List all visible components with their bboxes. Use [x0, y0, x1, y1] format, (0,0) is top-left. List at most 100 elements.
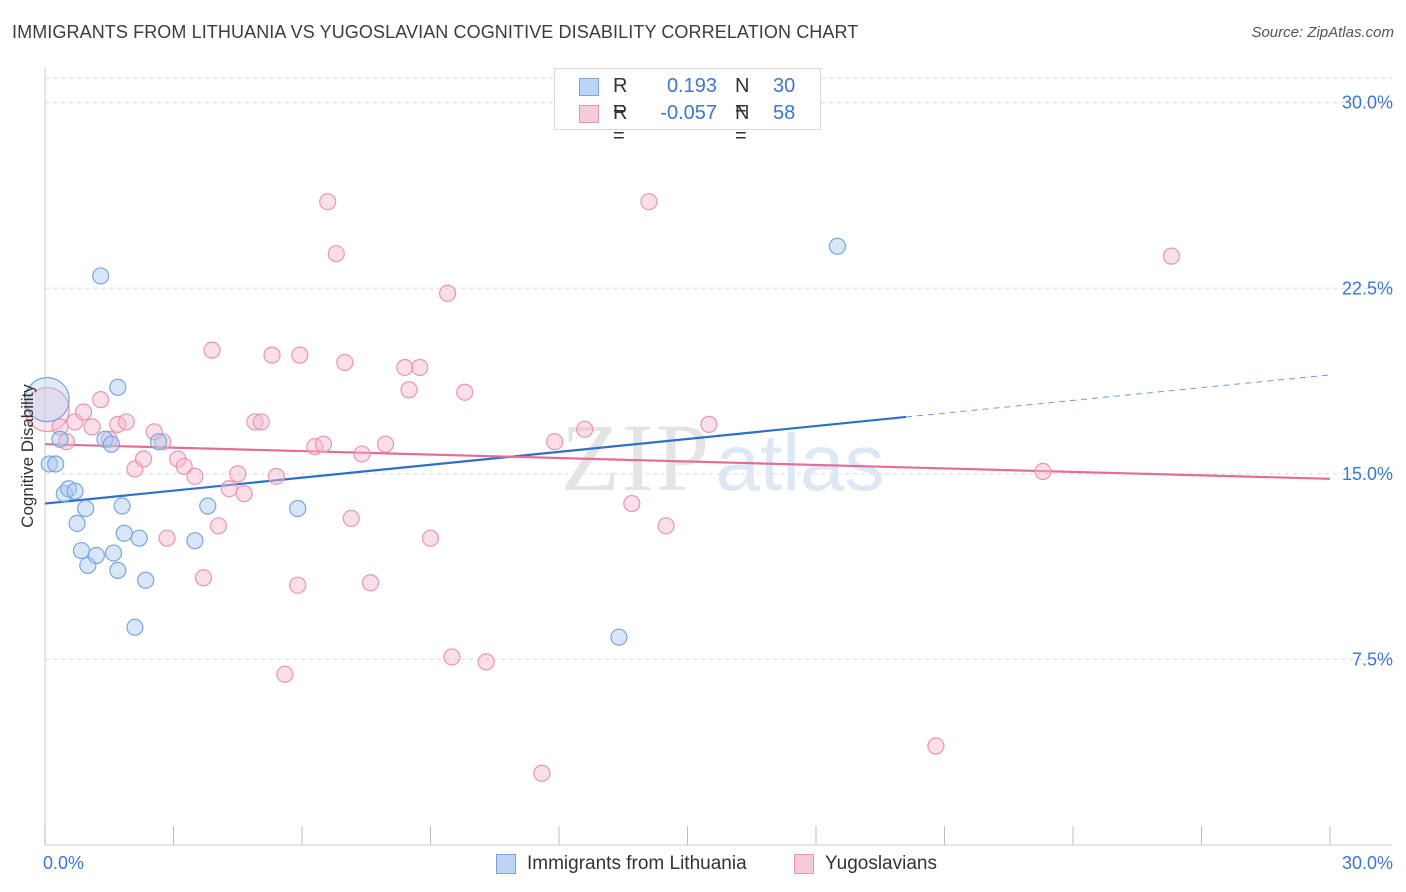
data-point-yugoslavians	[92, 391, 110, 409]
data-point-lithuania	[289, 499, 307, 518]
data-point-lithuania	[24, 377, 70, 423]
data-point-lithuania	[92, 267, 110, 285]
data-point-yugoslavians	[235, 485, 253, 503]
data-point-lithuania	[40, 455, 58, 473]
data-point-yugoslavians	[546, 433, 564, 451]
data-point-yugoslavians	[456, 383, 474, 401]
data-point-yugoslavians	[83, 418, 101, 436]
y-tick-label: 22.5%	[1342, 278, 1393, 298]
data-point-lithuania	[68, 514, 86, 532]
n-label: N =	[735, 102, 750, 147]
x-tick-label: 30.0%	[1342, 853, 1393, 873]
correlation-legend: R = 0.193 N = 30 R = -0.057 N = 58	[554, 68, 821, 147]
data-point-yugoslavians	[657, 517, 675, 535]
y-tick-label: 30.0%	[1342, 93, 1393, 113]
source-credit: Source: ZipAtlas.com	[1251, 24, 1394, 41]
grid-lines	[45, 77, 1392, 660]
data-point-yugoslavians	[533, 764, 551, 782]
data-point-yugoslavians	[700, 415, 718, 433]
data-point-yugoslavians	[117, 413, 135, 431]
data-point-yugoslavians	[158, 529, 176, 547]
y-tick-label: 7.5%	[1352, 649, 1393, 669]
data-point-yugoslavians	[74, 403, 93, 421]
n-label: N =	[735, 75, 750, 120]
data-point-yugoslavians	[1162, 247, 1181, 265]
data-point-yugoslavians	[1034, 462, 1052, 480]
data-point-yugoslavians	[291, 346, 309, 364]
data-point-yugoslavians	[220, 480, 238, 498]
r-value: -0.057	[660, 102, 717, 124]
r-label: R =	[613, 75, 628, 120]
data-point-yugoslavians	[276, 665, 294, 683]
data-point-lithuania	[610, 628, 628, 646]
data-point-lithuania	[102, 435, 120, 453]
data-point-lithuania	[113, 497, 131, 515]
data-point-yugoslavians	[252, 413, 270, 431]
n-value: 58	[773, 102, 796, 124]
legend-swatch-blue	[579, 78, 599, 96]
y-axis-label: Cognitive Disability	[18, 384, 37, 528]
data-point-yugoslavians	[421, 529, 440, 547]
trend-line-yugoslavians	[44, 443, 1331, 480]
data-points	[24, 193, 1181, 782]
data-point-lithuania	[51, 430, 69, 448]
legend-label: Yugoslavians	[825, 853, 937, 874]
trend-line-extension-lithuania	[905, 374, 1331, 418]
data-point-lithuania	[130, 529, 148, 547]
data-point-yugoslavians	[396, 358, 414, 377]
data-point-lithuania	[47, 455, 65, 473]
data-point-yugoslavians	[229, 465, 247, 483]
y-tick-label: 15.0%	[1342, 464, 1393, 484]
n-value: 30	[773, 75, 796, 97]
data-point-lithuania	[199, 497, 217, 515]
legend-swatch-blue	[496, 854, 516, 874]
data-point-yugoslavians	[263, 346, 281, 364]
chart-title: IMMIGRANTS FROM LITHUANIA VS YUGOSLAVIAN…	[12, 22, 859, 42]
data-point-yugoslavians	[361, 574, 380, 592]
axes	[44, 68, 1392, 846]
r-label: R =	[613, 102, 628, 147]
r-value: 0.193	[666, 75, 717, 97]
trend-lines	[44, 374, 1331, 505]
data-point-yugoslavians	[246, 413, 264, 431]
data-point-yugoslavians	[314, 435, 333, 453]
x-tick-label: 0.0%	[43, 853, 84, 873]
legend-label: Immigrants from Lithuania	[527, 853, 747, 874]
data-point-yugoslavians	[623, 494, 641, 513]
data-point-yugoslavians	[203, 341, 221, 359]
watermark: ZIP atlas	[561, 404, 884, 511]
data-point-yugoslavians	[327, 245, 345, 263]
data-point-lithuania	[109, 378, 127, 396]
data-point-yugoslavians	[353, 445, 371, 463]
legend-swatch-pink	[794, 854, 814, 874]
data-point-lithuania	[77, 499, 95, 518]
data-point-yugoslavians	[342, 509, 360, 528]
data-point-yugoslavians	[175, 457, 193, 476]
data-point-lithuania	[137, 571, 155, 589]
data-point-lithuania	[104, 544, 123, 562]
data-point-lithuania	[109, 561, 127, 579]
data-point-yugoslavians	[400, 381, 418, 399]
data-point-lithuania	[186, 532, 204, 550]
data-point-yugoslavians	[134, 450, 153, 468]
data-point-lithuania	[828, 237, 847, 255]
data-point-yugoslavians	[209, 517, 228, 535]
data-point-yugoslavians	[576, 420, 594, 438]
data-point-yugoslavians	[154, 433, 172, 451]
data-point-lithuania	[87, 546, 106, 565]
trend-line-lithuania	[44, 415, 907, 505]
data-point-yugoslavians	[376, 435, 395, 453]
data-point-lithuania	[126, 618, 144, 636]
data-point-yugoslavians	[336, 353, 354, 372]
data-point-yugoslavians	[24, 386, 70, 433]
data-point-yugoslavians	[927, 737, 945, 755]
data-point-yugoslavians	[319, 193, 337, 211]
watermark-zip: ZIP	[561, 404, 711, 511]
legend-swatch-pink	[579, 105, 599, 123]
data-point-yugoslavians	[289, 576, 307, 594]
data-point-yugoslavians	[411, 358, 429, 377]
data-point-lithuania	[66, 482, 84, 500]
data-point-yugoslavians	[194, 569, 213, 587]
data-point-yugoslavians	[477, 653, 495, 671]
